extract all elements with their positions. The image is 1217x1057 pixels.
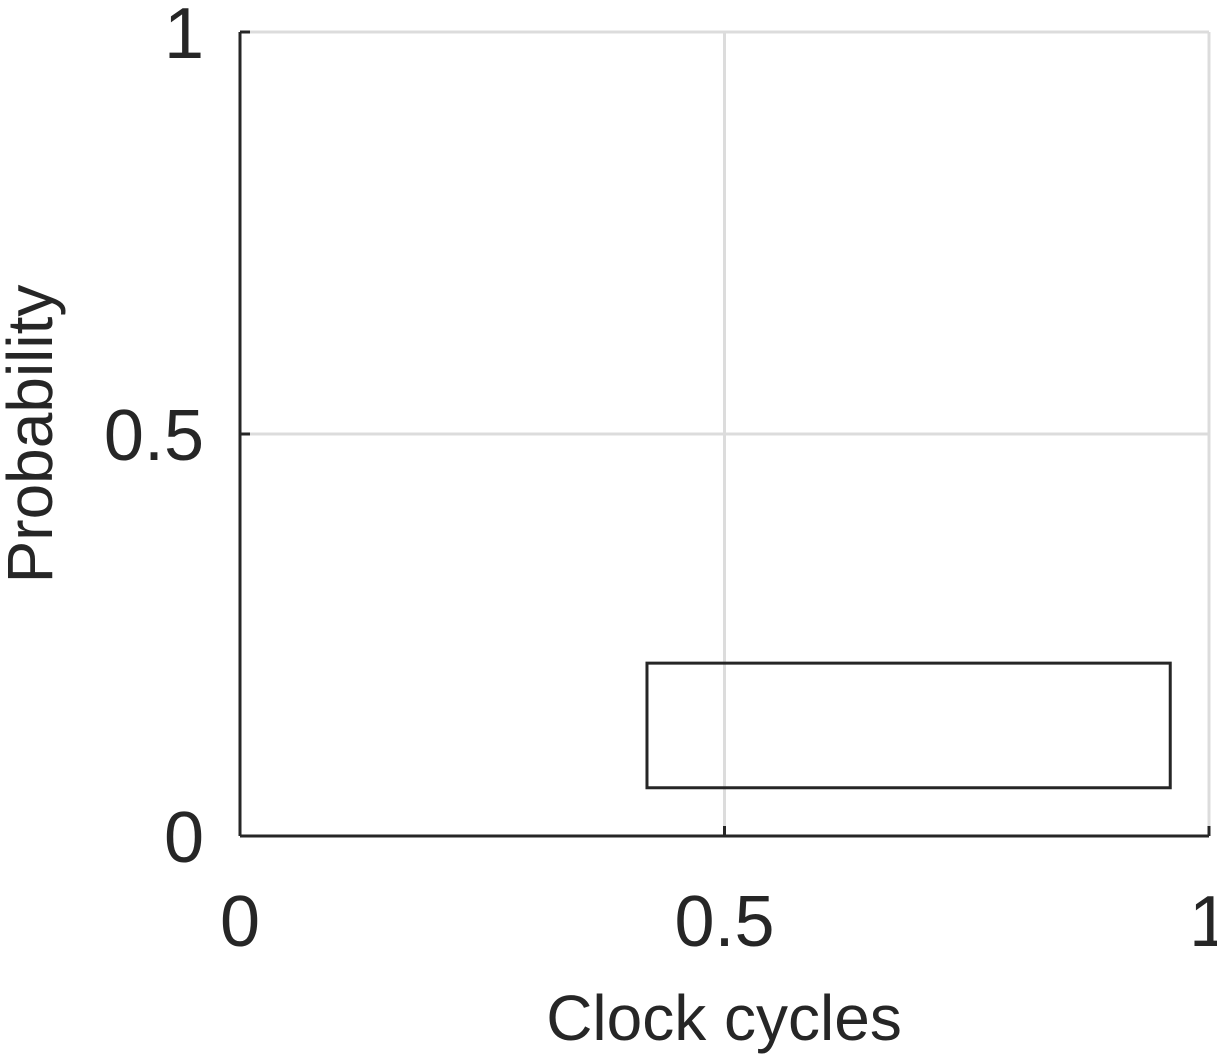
y-tick-label-1: 0.5 — [104, 396, 204, 476]
bar-0 — [645, 661, 1172, 790]
y-tick-label-2: 1 — [164, 0, 204, 74]
x-tick-label-0: 0 — [220, 882, 260, 962]
ticks: 0 0.5 1 0 0.5 1 — [104, 0, 1217, 962]
x-tick-label-1: 0.5 — [674, 882, 774, 962]
y-tick-label-0: 0 — [164, 798, 204, 878]
x-axis-label: Clock cycles — [546, 982, 902, 1054]
plot-data — [645, 661, 1172, 790]
y-axis-label: Probability — [0, 285, 66, 584]
grid — [238, 30, 1211, 838]
x-tick-label-2: 1 — [1189, 882, 1217, 962]
